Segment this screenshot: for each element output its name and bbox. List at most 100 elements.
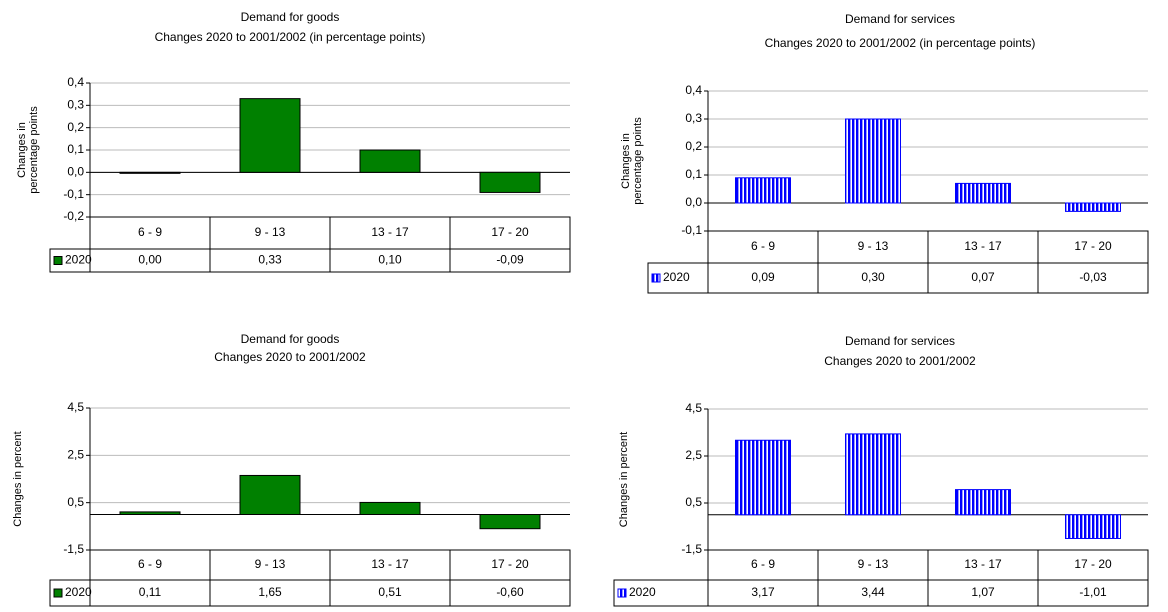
chart-title: Demand for goods	[241, 10, 340, 24]
chart: Demand for goods Changes 2020 to 2001/200…	[12, 332, 571, 607]
x-tick-label: 9 - 13	[255, 225, 286, 239]
legend-cell	[49, 248, 91, 273]
data-label: -0,60	[496, 585, 524, 599]
bar	[239, 98, 301, 173]
y-tick-label: 0,5	[685, 495, 702, 509]
y-axis-label-box: Changes in percentage points	[620, 117, 644, 205]
y-tick-label: 4,5	[67, 400, 84, 414]
x-tick-label: 9 - 13	[255, 557, 286, 571]
bar	[845, 118, 901, 204]
bar	[955, 182, 1011, 204]
data-label: -0,09	[496, 253, 524, 267]
legend-swatch	[617, 588, 627, 598]
data-label: 3,44	[861, 585, 885, 599]
x-tick-label: 6 - 9	[138, 557, 162, 571]
x-tick-label: 6 - 9	[751, 557, 775, 571]
legend-swatch	[53, 588, 63, 598]
legend-swatch	[53, 256, 63, 265]
legend-label: 2020	[65, 253, 92, 267]
y-tick-label: -0,2	[63, 209, 84, 223]
legend-label: 2020	[663, 270, 690, 284]
data-label: -0,03	[1079, 270, 1107, 284]
y-tick-label: 0,3	[685, 111, 702, 125]
bar	[845, 433, 901, 516]
data-label: 0,33	[258, 253, 282, 267]
y-axis-label-box: Changes in percentage points	[16, 106, 40, 194]
y-tick-label: 0,0	[685, 195, 702, 209]
chart: Demand for services Changes 2020 to 2001/…	[613, 334, 1149, 607]
data-label: 3,17	[751, 585, 775, 599]
x-tick-label: 17 - 20	[1074, 557, 1112, 571]
bar	[479, 171, 541, 193]
y-axis-label: Changes in percent	[12, 431, 24, 527]
y-tick-label: -0,1	[63, 187, 84, 201]
x-tick-label: 9 - 13	[858, 239, 889, 253]
bar	[479, 514, 541, 530]
y-tick-label: 0,2	[67, 120, 84, 134]
x-tick-label: 6 - 9	[138, 225, 162, 239]
chart-subtitle: Changes 2020 to 2001/2002	[214, 350, 366, 364]
y-axis-label-box: Changes in percent	[12, 431, 24, 527]
bar	[1065, 202, 1121, 212]
data-label: 0,10	[378, 253, 402, 267]
legend-label: 2020	[629, 585, 656, 599]
y-tick-label: 4,5	[685, 401, 702, 415]
y-axis-label-box: Changes in percent	[618, 431, 630, 528]
chart-subtitle: Changes 2020 to 2001/2002	[824, 354, 976, 368]
y-tick-label: 0,4	[685, 83, 702, 97]
y-tick-label: 0,1	[67, 142, 84, 156]
y-tick-label: 0,3	[67, 98, 84, 112]
bar	[955, 489, 1011, 516]
bar	[1065, 514, 1121, 539]
data-label: 0,09	[751, 270, 775, 284]
y-tick-label: 0,0	[67, 165, 84, 179]
x-tick-label: 17 - 20	[1074, 239, 1112, 253]
legend-cell	[49, 579, 91, 607]
data-label: 0,00	[138, 253, 162, 267]
bar	[119, 511, 181, 516]
x-tick-label: 13 - 17	[964, 557, 1002, 571]
y-tick-label: -1,5	[63, 542, 84, 556]
y-tick-label: -1,5	[681, 542, 702, 556]
y-tick-label: 2,5	[67, 448, 84, 462]
legend-label: 2020	[65, 585, 92, 599]
y-tick-label: 2,5	[685, 448, 702, 462]
x-tick-label: 17 - 20	[491, 225, 529, 239]
data-label: -1,01	[1079, 585, 1107, 599]
bar	[239, 474, 301, 516]
bar	[119, 171, 181, 174]
y-axis-label: Changes in percentage points	[620, 117, 644, 205]
legend-cell	[647, 262, 709, 294]
chart: Demand for goods Changes 2020 to 2001/200…	[16, 10, 571, 273]
data-label: 0,30	[861, 270, 885, 284]
y-tick-label: -0,1	[681, 223, 702, 237]
chart-title: Demand for services	[845, 334, 955, 348]
y-axis-label: Changes in percent	[618, 431, 630, 528]
x-tick-label: 17 - 20	[491, 557, 529, 571]
legend-cell	[613, 579, 709, 607]
data-label: 0,51	[378, 585, 402, 599]
bar	[359, 149, 421, 173]
bar	[735, 177, 791, 204]
x-tick-label: 9 - 13	[858, 557, 889, 571]
y-tick-label: 0,4	[67, 75, 84, 89]
chart: Demand for services Changes 2020 to 2001/…	[620, 12, 1149, 294]
x-tick-label: 13 - 17	[371, 225, 409, 239]
chart-subtitle: Changes 2020 to 2001/2002 (in percentage…	[155, 30, 426, 44]
legend-swatch	[651, 273, 661, 283]
data-label: 1,07	[971, 585, 995, 599]
x-tick-label: 6 - 9	[751, 239, 775, 253]
y-tick-label: 0,2	[685, 139, 702, 153]
chart-title: Demand for goods	[241, 332, 340, 346]
y-tick-label: 0,1	[685, 167, 702, 181]
bar	[735, 439, 791, 516]
data-label: 1,65	[258, 585, 282, 599]
data-label: 0,11	[139, 585, 162, 599]
data-label: 0,07	[971, 270, 995, 284]
x-tick-label: 13 - 17	[371, 557, 409, 571]
y-axis-label: Changes in percentage points	[16, 106, 40, 194]
y-tick-label: 0,5	[67, 495, 84, 509]
bar	[359, 501, 421, 515]
